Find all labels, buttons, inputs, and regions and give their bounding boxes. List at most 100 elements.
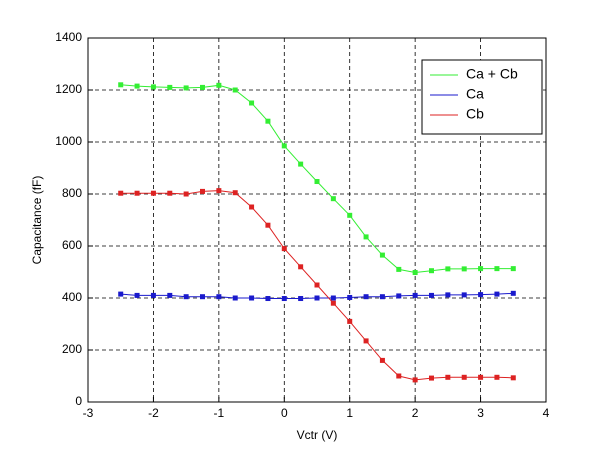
plot-frame	[87, 37, 547, 403]
marker	[347, 212, 353, 218]
y-tick-label: 400	[62, 290, 82, 304]
y-axis-label: Capacitance (fF)	[30, 176, 44, 265]
marker	[396, 266, 402, 272]
marker	[249, 100, 255, 106]
marker	[478, 374, 484, 380]
marker	[183, 191, 189, 197]
marker	[347, 294, 353, 300]
marker	[379, 357, 385, 363]
marker	[363, 234, 369, 240]
marker	[494, 266, 500, 272]
legend-label: Ca	[466, 86, 484, 102]
marker	[363, 338, 369, 344]
marker	[134, 292, 140, 298]
marker	[167, 190, 173, 196]
x-tick-label: -3	[83, 406, 94, 420]
marker	[429, 375, 434, 381]
marker	[134, 83, 140, 89]
marker	[298, 296, 304, 302]
marker	[167, 84, 173, 90]
marker	[118, 190, 124, 196]
y-tick-label: 1400	[55, 30, 82, 44]
marker	[510, 266, 516, 272]
y-tick-label: 800	[62, 186, 82, 200]
marker	[265, 118, 271, 124]
marker	[396, 293, 402, 299]
marker	[330, 196, 336, 202]
marker	[412, 270, 418, 276]
marker	[494, 291, 500, 297]
marker	[281, 296, 287, 302]
legend-box	[421, 59, 543, 135]
marker	[183, 85, 189, 91]
marker	[412, 292, 418, 298]
y-tick-label: 600	[62, 238, 82, 252]
marker	[461, 374, 467, 380]
x-tick-label: 1	[346, 406, 353, 420]
marker	[167, 292, 173, 298]
marker	[232, 190, 238, 196]
marker	[200, 188, 205, 194]
marker	[478, 266, 484, 272]
marker	[298, 161, 304, 167]
marker	[281, 143, 287, 149]
marker	[445, 292, 451, 298]
marker	[314, 179, 320, 185]
marker	[510, 375, 516, 381]
marker	[183, 294, 189, 300]
marker	[412, 377, 418, 383]
y-tick-label: 1000	[55, 134, 82, 148]
y-tick-label: 200	[62, 342, 82, 356]
marker	[461, 266, 467, 272]
marker	[232, 87, 238, 93]
marker	[249, 204, 255, 210]
x-axis-label: Vctr (V)	[297, 428, 338, 442]
y-tick-label: 1200	[55, 82, 82, 96]
x-tick-label: 0	[281, 406, 288, 420]
marker	[298, 264, 304, 270]
marker	[249, 295, 255, 301]
legend-label: Cb	[466, 106, 484, 122]
marker	[461, 292, 467, 298]
legend-label: Ca + Cb	[466, 66, 518, 82]
x-tick-label: 2	[412, 406, 419, 420]
marker	[150, 292, 156, 298]
marker	[216, 188, 222, 194]
marker	[330, 295, 336, 301]
marker	[216, 82, 222, 88]
marker	[510, 290, 516, 296]
marker	[118, 291, 124, 297]
x-tick-label: -1	[214, 406, 225, 420]
marker	[200, 84, 205, 90]
marker	[200, 294, 205, 300]
marker	[478, 292, 484, 298]
marker	[265, 296, 271, 302]
marker	[330, 300, 336, 306]
marker	[216, 294, 222, 300]
y-tick-label: 0	[75, 394, 82, 408]
marker	[379, 252, 385, 258]
marker	[150, 190, 156, 196]
marker	[281, 246, 287, 252]
x-tick-label: 3	[477, 406, 484, 420]
marker	[429, 268, 434, 274]
marker	[429, 292, 434, 298]
marker	[396, 373, 402, 379]
marker	[379, 294, 385, 300]
marker	[363, 294, 369, 300]
marker	[494, 374, 500, 380]
marker	[134, 190, 140, 196]
marker	[118, 82, 124, 88]
marker	[265, 222, 271, 228]
marker	[150, 84, 156, 90]
marker	[347, 318, 353, 324]
marker	[314, 295, 320, 301]
marker	[232, 295, 238, 301]
x-tick-label: -2	[148, 406, 159, 420]
marker	[314, 282, 320, 288]
marker	[445, 374, 451, 380]
x-tick-label: 4	[543, 406, 550, 420]
marker	[445, 266, 451, 272]
